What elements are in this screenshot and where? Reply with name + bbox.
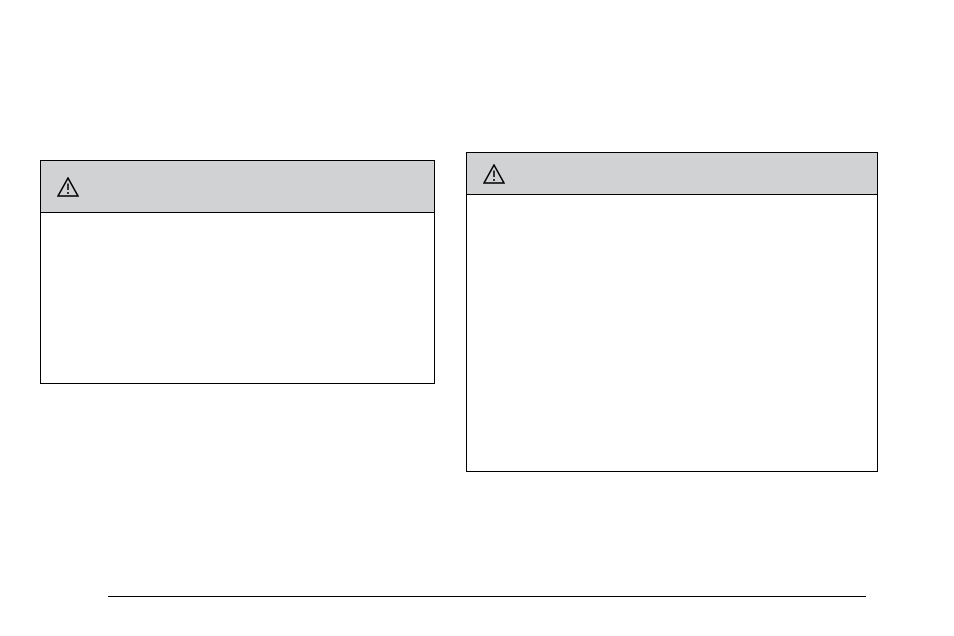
warning-icon <box>483 164 505 184</box>
warning-panel-left-header <box>41 161 434 213</box>
warning-icon <box>57 177 79 197</box>
page-footer-rule <box>108 596 866 597</box>
warning-panel-right-header <box>467 153 877 195</box>
warning-panel-left <box>40 160 435 384</box>
warning-panel-right <box>466 152 878 472</box>
